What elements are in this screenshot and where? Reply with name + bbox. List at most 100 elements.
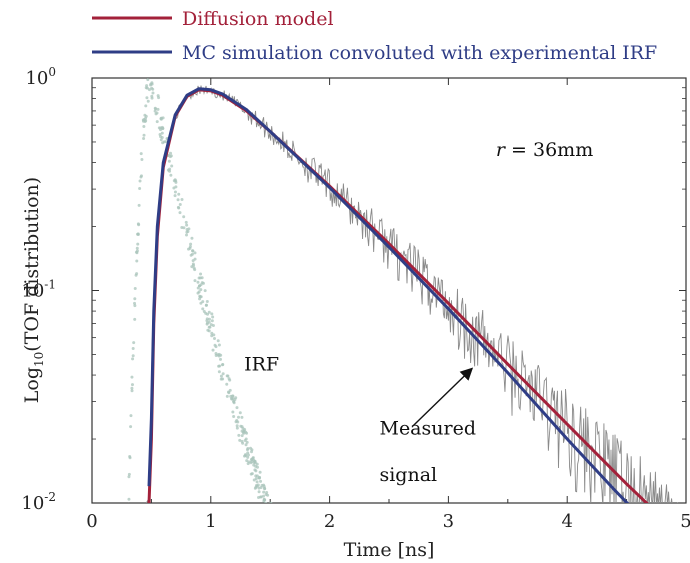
irf-point <box>207 320 211 324</box>
irf-point <box>245 448 249 452</box>
irf-point <box>240 434 244 438</box>
irf-point <box>193 251 197 255</box>
irf-point <box>197 276 201 280</box>
irf-point <box>254 464 258 468</box>
irf-point <box>252 478 256 482</box>
irf-point <box>242 429 246 433</box>
irf-point <box>161 116 165 120</box>
irf-point <box>206 312 210 316</box>
measured-signal-arrow <box>412 367 474 427</box>
irf-point <box>133 304 137 308</box>
irf-point <box>201 281 205 285</box>
mc-simulation-line <box>147 87 630 503</box>
irf-point <box>210 319 214 323</box>
irf-point <box>206 328 210 332</box>
irf-point <box>134 273 138 277</box>
irf-point <box>156 107 160 111</box>
irf-point <box>151 91 155 95</box>
irf-point <box>238 411 242 415</box>
irf-point <box>137 223 141 227</box>
irf-point <box>138 179 142 183</box>
irf-point <box>219 374 223 378</box>
irf-point <box>234 396 238 400</box>
irf-point <box>169 173 173 177</box>
irf-point <box>182 226 186 230</box>
irf-point <box>155 120 159 124</box>
irf-point <box>255 480 259 484</box>
irf-point <box>185 233 189 237</box>
irf-point <box>190 252 194 256</box>
irf-point <box>193 279 197 283</box>
y-tick-label-0: 10-2 <box>21 490 56 514</box>
irf-point <box>170 164 174 168</box>
irf-point <box>227 391 231 395</box>
irf-point <box>130 386 134 390</box>
irf-point <box>151 87 155 91</box>
irf-point <box>176 198 180 202</box>
y-axis-title-prefix: Log <box>21 367 43 403</box>
irf-point <box>211 323 215 327</box>
irf-point <box>241 441 245 445</box>
irf-point <box>131 357 135 361</box>
irf-point <box>138 186 142 190</box>
irf-point <box>216 339 220 343</box>
irf-point <box>136 242 140 246</box>
irf-point <box>253 486 257 490</box>
irf-point <box>217 343 221 347</box>
irf-point <box>210 312 214 316</box>
irf-point <box>130 375 134 379</box>
irf-point <box>210 331 214 335</box>
irf-point <box>205 299 209 303</box>
irf-point <box>219 377 223 381</box>
irf-point <box>231 394 235 398</box>
irf-point <box>199 288 203 292</box>
irf-point <box>269 501 273 503</box>
irf-point <box>177 206 181 210</box>
x-tick-label-2: 2 <box>324 511 335 532</box>
irf-point <box>256 483 260 487</box>
y-axis-title-suffix: (TOF distribution) <box>21 177 43 352</box>
irf-point <box>133 317 137 321</box>
irf-point <box>139 175 143 179</box>
y-tick-label-1: 10-1 <box>21 278 56 302</box>
irf-point <box>167 159 171 163</box>
measured-signal-line <box>145 85 679 503</box>
irf-point <box>145 84 149 88</box>
irf-point <box>217 370 221 374</box>
y-axis-title: Log10(TOF distribution) <box>21 177 46 403</box>
irf-point <box>169 151 173 155</box>
irf-point <box>130 389 134 393</box>
irf-point <box>189 242 193 246</box>
irf-point <box>153 106 157 110</box>
irf-point <box>225 382 229 386</box>
irf-point <box>184 220 188 224</box>
irf-point <box>205 317 209 321</box>
irf-point <box>245 440 249 444</box>
irf-point <box>255 474 259 478</box>
irf-point <box>129 414 133 418</box>
irf-point <box>210 334 214 338</box>
irf-point <box>139 152 143 156</box>
legend-label-mc: MC simulation convoluted with experiment… <box>182 42 657 64</box>
irf-series <box>127 72 273 503</box>
irf-point <box>185 227 189 231</box>
irf-point <box>152 74 155 77</box>
irf-point <box>128 502 129 503</box>
irf-point <box>174 185 178 189</box>
irf-point <box>178 203 182 207</box>
irf-point <box>127 475 131 479</box>
irf-point <box>237 415 241 419</box>
irf-point <box>169 154 173 158</box>
irf-point <box>147 72 150 75</box>
irf-point <box>246 451 250 455</box>
annotation-1: IRF <box>244 354 279 376</box>
irf-point <box>243 453 247 457</box>
irf-point <box>235 424 239 428</box>
irf-point <box>142 124 146 128</box>
irf-point <box>155 111 159 115</box>
irf-point <box>130 383 134 387</box>
irf-point <box>148 72 151 75</box>
irf-point <box>131 347 135 351</box>
irf-point <box>135 259 139 263</box>
irf-point <box>172 179 176 183</box>
